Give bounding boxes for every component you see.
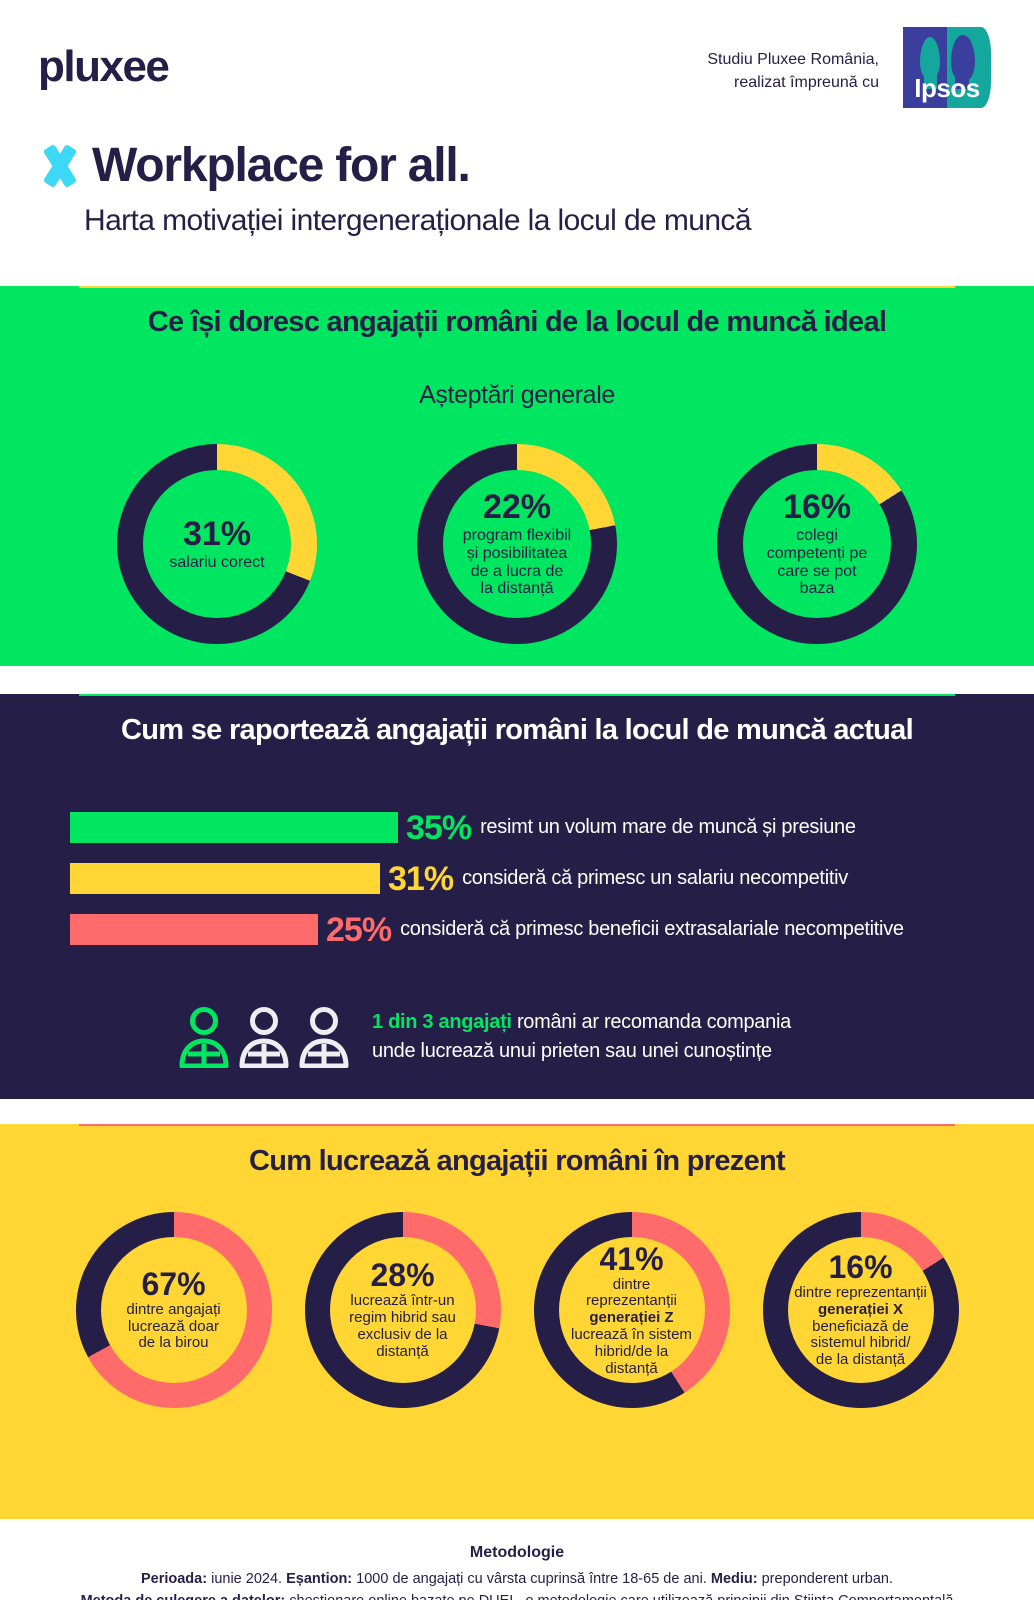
donut-caption: program flexibil și posibilitatea de a l… xyxy=(462,526,572,598)
bar-fill xyxy=(70,914,318,945)
pluxee-x-icon xyxy=(38,143,82,189)
credit-line-2: realizat împreună cu xyxy=(734,74,879,92)
recommendation-stat: 1 din 3 angajați români ar recomanda com… xyxy=(178,1006,791,1068)
donut-caption: dintre angajați lucrează doar de la biro… xyxy=(126,1300,221,1352)
methodology-line-1: Perioada: iunie 2024. Eșantion: 1000 de … xyxy=(0,1568,1034,1590)
donut-caption: dintre reprezentanții generației X benef… xyxy=(790,1284,932,1369)
person-icon xyxy=(299,1007,349,1068)
bar-row: 25% consideră că primesc beneficii extras… xyxy=(70,910,970,949)
meth-value-sample: 1000 de angajați cu vârsta cuprinsă într… xyxy=(352,1571,711,1587)
bar-fill xyxy=(70,812,398,843)
donut-chart: 16% colegi competenți pe care se pot baza xyxy=(717,444,917,644)
donut-percent: 31% xyxy=(182,514,252,553)
people-icon-group xyxy=(178,1006,350,1068)
credit-line-1: Studiu Pluxee România, xyxy=(707,51,879,68)
section-green-subheading: Așteptări generale xyxy=(419,381,615,409)
study-credit: Studiu Pluxee România, realizat împreună… xyxy=(707,48,879,94)
methodology-footer: Metodologie Perioada: iunie 2024. Eșanti… xyxy=(0,1544,1034,1600)
caption-pre: dintre reprezentanții xyxy=(794,1284,927,1301)
donut-percent: 67% xyxy=(141,1265,206,1302)
section-navy-heading: Cum se raportează angajații români la lo… xyxy=(121,714,914,746)
meth-label-method: Metoda de culegere a datelor: xyxy=(81,1593,286,1600)
caption-emphasis: generației Z xyxy=(589,1309,674,1327)
meth-label-period: Perioada: xyxy=(140,1571,208,1587)
donut-percent: 41% xyxy=(599,1240,664,1277)
bar-percent: 35% xyxy=(406,808,472,847)
methodology-title: Metodologie xyxy=(469,1544,565,1561)
donut-chart: 41% dintre reprezentanții generației Z lu… xyxy=(533,1212,730,1408)
donut-center: 41% dintre reprezentanții generației Z lu… xyxy=(558,1237,705,1383)
person-icon xyxy=(179,1007,229,1068)
section-yellow-heading: Cum lucrează angajații români în prezent xyxy=(248,1145,786,1177)
donut-center: 16% colegi competenți pe care se pot baza xyxy=(743,470,891,618)
donut-caption: dintre reprezentanții generației Z lucre… xyxy=(561,1275,703,1378)
recommendation-highlight: 1 din 3 angajați xyxy=(372,1011,512,1033)
person-icon xyxy=(239,1007,289,1068)
donut-center: 67% dintre angajați lucrează doar de la b… xyxy=(100,1237,247,1383)
caption-post: beneficiază de sistemul hibrid/ de la di… xyxy=(810,1317,911,1369)
methodology-line-2: Metoda de culegere a datelor: chestionar… xyxy=(0,1590,1034,1600)
ipsos-face-left-icon xyxy=(920,37,940,79)
meth-value-medium: preponderent urban. xyxy=(757,1571,894,1587)
bar-fill xyxy=(70,863,380,894)
yellow-donut-row: 67% dintre angajați lucrează doar de la b… xyxy=(0,1212,1034,1408)
section-ideal-workplace: Ce își doresc angajații români de la loc… xyxy=(0,286,1034,666)
meth-value-period: iunie 2024. xyxy=(207,1571,287,1587)
section-rule-yellow xyxy=(79,1124,955,1126)
bar-row: 31% consideră că primesc un salariu necom… xyxy=(70,859,970,898)
bar-row: 35% resimt un volum mare de muncă și pres… xyxy=(70,808,970,847)
bar-percent: 25% xyxy=(326,910,392,949)
caption-pre: dintre reprezentanții xyxy=(586,1275,677,1310)
donut-caption: salariu corect xyxy=(169,553,265,571)
donut-percent: 16% xyxy=(782,487,852,526)
section-how-they-work: Cum lucrează angajații români în prezent… xyxy=(0,1124,1034,1519)
bar-label: consideră că primesc beneficii extrasala… xyxy=(400,918,904,940)
section-current-workplace: Cum se raportează angajații români la lo… xyxy=(0,694,1034,1099)
donut-percent: 16% xyxy=(828,1249,893,1285)
donut-center: 28% lucrează într-un regim hibrid sau exc… xyxy=(329,1237,476,1383)
donut-percent: 28% xyxy=(370,1257,435,1294)
recommendation-rest: români ar recomanda compania xyxy=(511,1011,791,1033)
donut-center: 16% dintre reprezentanții generației X be… xyxy=(787,1237,934,1383)
donut-chart: 28% lucrează într-un regim hibrid sau exc… xyxy=(304,1212,501,1408)
bar-label: resimt un volum mare de muncă și presiun… xyxy=(480,816,856,838)
caption-post: lucrează în sistem hibrid/de la distanță xyxy=(571,1326,692,1377)
ipsos-wordmark: Ipsos xyxy=(914,73,980,103)
ipsos-neck-left xyxy=(924,73,937,89)
donut-chart: 16% dintre reprezentanții generației X be… xyxy=(762,1212,959,1408)
section-green-heading: Ce își doresc angajații români de la loc… xyxy=(147,306,887,338)
donut-chart: 22% program flexibil și posibilitatea de … xyxy=(417,444,617,644)
donut-caption: colegi competenți pe care se pot baza xyxy=(766,526,868,598)
page-title: Workplace for all. xyxy=(92,139,471,192)
section-rule-navy xyxy=(79,694,955,696)
bar-chart: 35% resimt un volum mare de muncă și pres… xyxy=(70,808,970,965)
hero-block: Workplace for all. Harta motivației inte… xyxy=(38,139,752,238)
donut-chart: 67% dintre angajați lucrează doar de la b… xyxy=(75,1212,272,1408)
green-donut-row: 31% salariu corect 22% program flexibil și … xyxy=(0,444,1034,644)
page-subtitle: Harta motivației intergeneraționale la l… xyxy=(84,204,752,237)
donut-chart: 31% salariu corect xyxy=(117,444,317,644)
ipsos-neck-right xyxy=(955,73,969,89)
pluxee-logo: pluxee xyxy=(38,42,170,91)
donut-center: 31% salariu corect xyxy=(143,470,291,618)
header: pluxee Studiu Pluxee România, realizat î… xyxy=(0,0,1034,265)
donut-caption: lucrează într-un regim hibrid sau exclus… xyxy=(349,1292,456,1360)
recommendation-line2: unde lucrează unui prieten sau unei cuno… xyxy=(372,1040,772,1062)
meth-label-medium: Mediu: xyxy=(710,1571,758,1587)
bar-label: consideră că primesc un salariu necompet… xyxy=(462,867,848,889)
meth-label-sample: Eșantion: xyxy=(286,1571,353,1587)
donut-percent: 22% xyxy=(482,487,552,526)
donut-center: 22% program flexibil și posibilitatea de … xyxy=(443,470,591,618)
meth-value-method: chestionare online bazate pe DUEL, o met… xyxy=(285,1593,953,1600)
recommendation-text: 1 din 3 angajați români ar recomanda com… xyxy=(372,1008,791,1066)
ipsos-logo-icon: Ipsos xyxy=(903,27,991,108)
caption-emphasis: generației X xyxy=(817,1300,904,1318)
bar-percent: 31% xyxy=(388,859,454,898)
section-rule-green xyxy=(79,286,955,288)
